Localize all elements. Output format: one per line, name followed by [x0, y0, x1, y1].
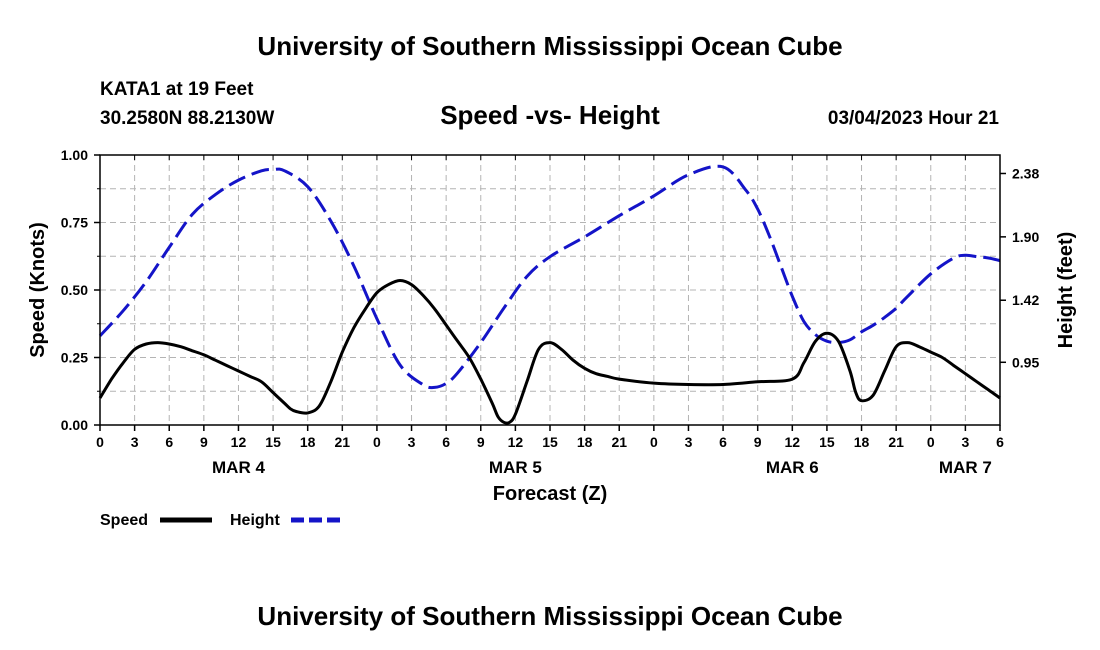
y-left-tick-label: 0.50	[61, 282, 88, 298]
data-point-height	[780, 265, 782, 267]
y-left-tick-label: 0.25	[61, 350, 88, 366]
axes: 0 3 6 9 12 15 18 21 0 3 6 9 12 15 18 21 0 3 6 9 12 15 18 21 0 3 6M…	[61, 147, 1040, 477]
forecast-datetime: 03/04/2023 Hour 21	[828, 108, 1000, 129]
x-tick-label: 3	[685, 434, 693, 450]
x-tick-label: 12	[231, 434, 247, 450]
data-point-height	[953, 257, 955, 259]
x-tick-label: 15	[265, 434, 281, 450]
y-right-axis-label: Height (feet)	[1055, 232, 1077, 349]
x-tick-label: 9	[200, 434, 208, 450]
x-tick-label: 18	[854, 434, 870, 450]
x-tick-label: 0	[96, 434, 104, 450]
x-tick-label: 18	[577, 434, 593, 450]
x-tick-label: 12	[785, 434, 801, 450]
series-layer	[98, 164, 1001, 425]
y-left-axis-label: Speed (Knots)	[27, 222, 49, 358]
y-left-tick-label: 1.00	[61, 147, 88, 163]
x-tick-label: 12	[508, 434, 524, 450]
x-tick-label: 3	[408, 434, 416, 450]
x-tick-label: 9	[477, 434, 485, 450]
x-tick-label: 3	[961, 434, 969, 450]
x-date-label: MAR 6	[766, 458, 819, 477]
x-tick-label: 6	[165, 434, 173, 450]
x-tick-label: 0	[373, 434, 381, 450]
legend-label-height: Height	[230, 512, 280, 529]
x-date-label: MAR 7	[939, 458, 992, 477]
series-line-height	[98, 164, 1001, 390]
data-point-height	[422, 384, 424, 386]
x-tick-label: 15	[819, 434, 835, 450]
chart-title: Speed -vs- Height	[440, 100, 660, 130]
x-tick-label: 21	[335, 434, 351, 450]
x-tick-label: 6	[719, 434, 727, 450]
legend: Speed Height	[100, 512, 343, 529]
y-right-tick-label: 1.42	[1012, 292, 1039, 308]
x-date-label: MAR 4	[212, 458, 265, 477]
x-tick-label: 6	[442, 434, 450, 450]
x-tick-label: 18	[300, 434, 316, 450]
x-date-label: MAR 5	[489, 458, 542, 477]
x-tick-label: 9	[754, 434, 762, 450]
data-point-height	[480, 341, 482, 343]
series-line-speed	[98, 279, 1001, 425]
y-right-tick-label: 2.38	[1012, 165, 1039, 181]
x-tick-label: 21	[888, 434, 904, 450]
x-tick-label: 3	[131, 434, 139, 450]
footer-title: University of Southern Mississippi Ocean…	[257, 601, 842, 631]
y-right-tick-label: 1.90	[1012, 229, 1039, 245]
station-label: KATA1 at 19 Feet	[100, 79, 254, 100]
x-tick-label: 15	[542, 434, 558, 450]
legend-label-speed: Speed	[100, 512, 148, 529]
y-left-tick-label: 0.75	[61, 215, 88, 231]
x-tick-label: 6	[996, 434, 1004, 450]
y-right-tick-label: 0.95	[1012, 354, 1039, 370]
grid	[100, 155, 1000, 425]
page-title: University of Southern Mississippi Ocean…	[257, 31, 842, 61]
x-tick-label: 0	[927, 434, 935, 450]
data-point-height	[145, 281, 147, 283]
y-left-tick-label: 0.00	[61, 417, 88, 433]
x-axis-label: Forecast (Z)	[493, 483, 607, 505]
x-tick-label: 21	[611, 434, 627, 450]
station-coordinates: 30.2580N 88.2130W	[100, 108, 274, 129]
x-tick-label: 0	[650, 434, 658, 450]
